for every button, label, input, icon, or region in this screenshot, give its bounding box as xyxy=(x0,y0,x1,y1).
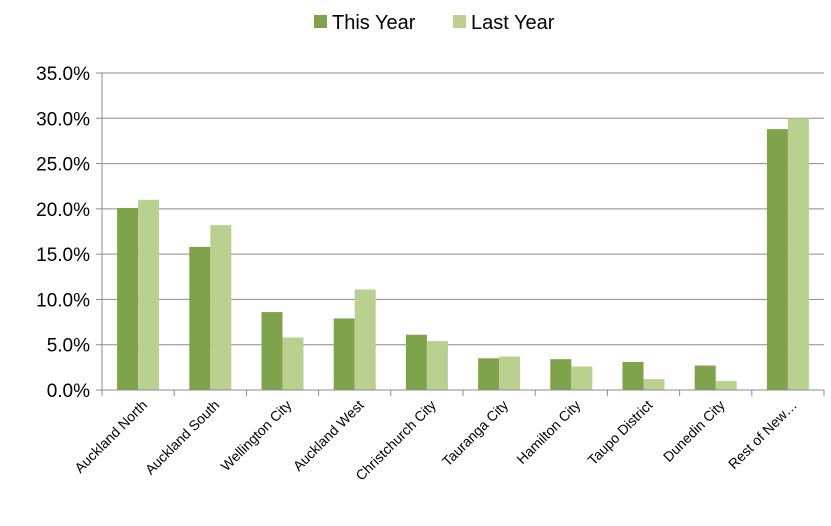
axes xyxy=(96,72,825,396)
y-tick-label: 20.0% xyxy=(36,200,90,221)
x-category-label: Dunedin City xyxy=(660,397,728,465)
bar-last-year xyxy=(715,380,737,390)
bar-this-year xyxy=(261,312,283,390)
y-tick-label: 35.0% xyxy=(36,64,90,85)
x-category-label: Auckland West xyxy=(290,397,367,474)
bar-this-year xyxy=(694,365,716,390)
x-category-label: Wellington City xyxy=(217,397,294,474)
y-tick-label: 10.0% xyxy=(36,290,90,311)
x-category-label: Rest of New… xyxy=(725,397,800,472)
y-tick-label: 5.0% xyxy=(47,336,90,357)
bar-last-year xyxy=(138,199,160,390)
bar-this-year xyxy=(405,334,427,390)
x-category-label: Taupo District xyxy=(584,397,655,468)
x-category-label: Auckland South xyxy=(142,397,223,478)
bar-last-year xyxy=(282,337,304,390)
bars xyxy=(117,118,809,391)
bar-last-year xyxy=(210,225,232,390)
bar-this-year xyxy=(766,129,788,390)
x-category-label: Tauranga City xyxy=(439,397,511,469)
x-category-label: Hamilton City xyxy=(513,397,583,467)
bar-this-year xyxy=(117,207,139,390)
x-category-label: Auckland North xyxy=(71,397,150,476)
bar-this-year xyxy=(550,359,572,390)
legend-label: This Year xyxy=(332,12,416,34)
y-tick-label: 15.0% xyxy=(36,245,90,266)
bar-this-year xyxy=(189,246,211,390)
bar-last-year xyxy=(499,356,521,390)
bar-last-year xyxy=(354,289,376,390)
y-tick-label: 25.0% xyxy=(36,155,90,176)
bar-last-year xyxy=(787,118,809,391)
bar-this-year xyxy=(333,318,355,390)
y-tick-label: 30.0% xyxy=(36,109,90,130)
legend-swatch xyxy=(453,15,466,28)
legend-label: Last Year xyxy=(471,12,555,34)
legend: This Year Last Year xyxy=(314,12,555,34)
y-tick-label: 0.0% xyxy=(47,381,90,402)
y-axis-tick-labels: 0.0% 5.0% 10.0% 15.0% 20.0% 25.0% 30.0% 35.0% xyxy=(36,64,90,402)
legend-swatch xyxy=(314,15,327,28)
bar-this-year xyxy=(622,361,644,390)
bar-last-year xyxy=(571,366,593,390)
x-category-label: Christchurch City xyxy=(352,397,439,484)
bar-last-year xyxy=(426,341,448,390)
bar-last-year xyxy=(643,379,665,390)
bar-this-year xyxy=(478,358,500,390)
